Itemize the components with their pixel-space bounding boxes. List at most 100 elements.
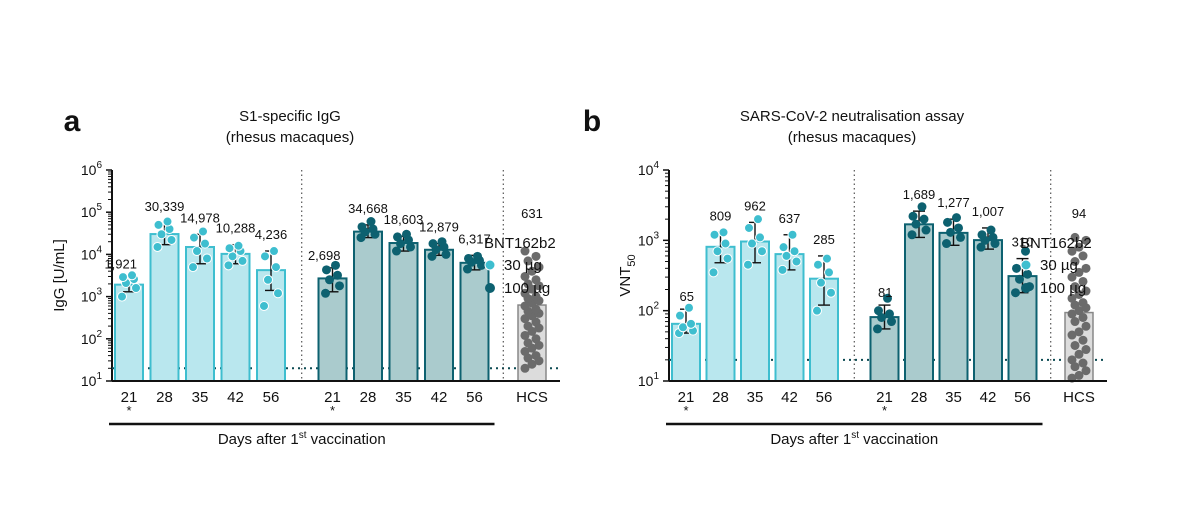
hcs-point bbox=[1067, 330, 1077, 340]
asterisk-mark: * bbox=[126, 403, 131, 418]
hcs-point bbox=[1078, 298, 1088, 308]
hcs-data-label: 631 bbox=[521, 206, 543, 221]
data-label: 18,603 bbox=[384, 212, 424, 227]
data-point bbox=[202, 253, 212, 264]
x-tick-label: 42 bbox=[980, 389, 997, 406]
chart-title: S1-specific IgG bbox=[239, 108, 341, 125]
hcs-point bbox=[1078, 251, 1088, 261]
y-tick-label: 103 bbox=[81, 287, 103, 305]
hcs-point bbox=[1078, 358, 1088, 368]
data-point bbox=[911, 219, 921, 229]
hcs-point bbox=[520, 301, 530, 311]
hcs-point bbox=[1070, 232, 1080, 242]
hcs-point bbox=[1074, 370, 1084, 380]
data-point bbox=[260, 251, 270, 262]
data-point bbox=[813, 259, 823, 270]
data-point bbox=[977, 230, 987, 240]
y-tick-base: 10 bbox=[638, 303, 654, 319]
data-point bbox=[198, 226, 208, 237]
data-point bbox=[321, 288, 330, 298]
x-tick-label: 28 bbox=[360, 389, 377, 406]
data-point bbox=[237, 255, 248, 266]
data-point bbox=[223, 260, 234, 271]
data-point bbox=[744, 222, 754, 233]
data-point bbox=[188, 262, 198, 273]
data-point bbox=[368, 224, 378, 234]
x-tick-label: 56 bbox=[816, 389, 833, 406]
data-point bbox=[816, 277, 826, 288]
data-point bbox=[720, 238, 731, 249]
y-tick-exponent: 2 bbox=[653, 301, 659, 312]
data-point bbox=[127, 270, 137, 281]
x-axis-label: Days after 1st vaccination bbox=[770, 430, 938, 448]
data-point bbox=[118, 272, 128, 283]
y-tick-exponent: 4 bbox=[653, 160, 659, 171]
x-axis-label-superscript: st bbox=[851, 430, 859, 441]
data-point bbox=[686, 318, 696, 329]
panel-letter: a bbox=[64, 105, 81, 138]
hcs-point bbox=[1067, 355, 1077, 365]
bar bbox=[424, 248, 454, 382]
data-point bbox=[271, 262, 281, 273]
bar bbox=[353, 230, 383, 382]
y-tick-label: 101 bbox=[81, 371, 103, 389]
data-label: 310 bbox=[1012, 235, 1034, 250]
data-point bbox=[708, 267, 719, 278]
hcs-point bbox=[1081, 235, 1091, 245]
data-point bbox=[781, 250, 792, 261]
data-point bbox=[117, 291, 127, 302]
data-point bbox=[787, 229, 798, 240]
bar bbox=[388, 242, 419, 382]
data-label: 1,921 bbox=[104, 256, 137, 271]
data-point bbox=[684, 302, 694, 313]
data-point bbox=[791, 256, 802, 267]
data-point bbox=[908, 211, 918, 221]
y-tick-exponent: 3 bbox=[653, 230, 659, 241]
y-tick-label: 106 bbox=[81, 160, 103, 178]
hcs-point bbox=[1078, 335, 1088, 345]
data-point bbox=[1015, 274, 1024, 284]
hcs-point bbox=[1070, 362, 1080, 372]
y-tick-base: 10 bbox=[81, 373, 97, 389]
data-point bbox=[331, 260, 340, 270]
data-point bbox=[822, 253, 832, 264]
data-point bbox=[789, 246, 800, 257]
data-label: 1,277 bbox=[937, 195, 970, 210]
data-label: 12,879 bbox=[419, 220, 459, 235]
x-axis-label-main: Days after 1 bbox=[770, 431, 851, 448]
x-tick-label: 42 bbox=[781, 389, 798, 406]
y-tick-exponent: 2 bbox=[96, 329, 102, 340]
x-tick-label: 35 bbox=[395, 389, 412, 406]
chart-title: SARS-CoV-2 neutralisation assay bbox=[740, 108, 965, 125]
data-label: 637 bbox=[779, 211, 801, 226]
data-point bbox=[269, 246, 279, 257]
x-tick-label: 28 bbox=[712, 389, 729, 406]
hcs-point bbox=[534, 262, 544, 272]
data-point bbox=[189, 232, 199, 243]
data-point bbox=[883, 293, 892, 303]
x-tick-label: 42 bbox=[431, 389, 448, 406]
legend-label: 30 µg bbox=[504, 257, 542, 274]
hcs-point bbox=[531, 292, 541, 302]
y-tick-label: 104 bbox=[81, 244, 103, 262]
bar bbox=[904, 223, 934, 382]
x-axis-label-tail: vaccination bbox=[306, 431, 385, 448]
data-point bbox=[907, 230, 917, 240]
legend: BNT162b2 30 µg 100 µg bbox=[1020, 235, 1092, 297]
hcs-point bbox=[531, 334, 541, 344]
data-point bbox=[357, 222, 367, 232]
x-tick-label: 42 bbox=[227, 389, 244, 406]
data-point bbox=[1012, 263, 1021, 273]
data-point bbox=[427, 251, 437, 261]
data-point bbox=[942, 239, 951, 249]
data-point bbox=[988, 232, 998, 242]
hcs-point bbox=[1067, 272, 1077, 282]
data-point bbox=[1021, 246, 1030, 256]
data-point bbox=[874, 306, 883, 316]
data-point bbox=[335, 281, 344, 291]
legend-title: BNT162b2 bbox=[484, 235, 556, 252]
data-point bbox=[777, 264, 788, 275]
data-point bbox=[464, 253, 473, 263]
data-point bbox=[406, 242, 415, 252]
x-tick-label-hcs: HCS bbox=[1063, 389, 1095, 406]
